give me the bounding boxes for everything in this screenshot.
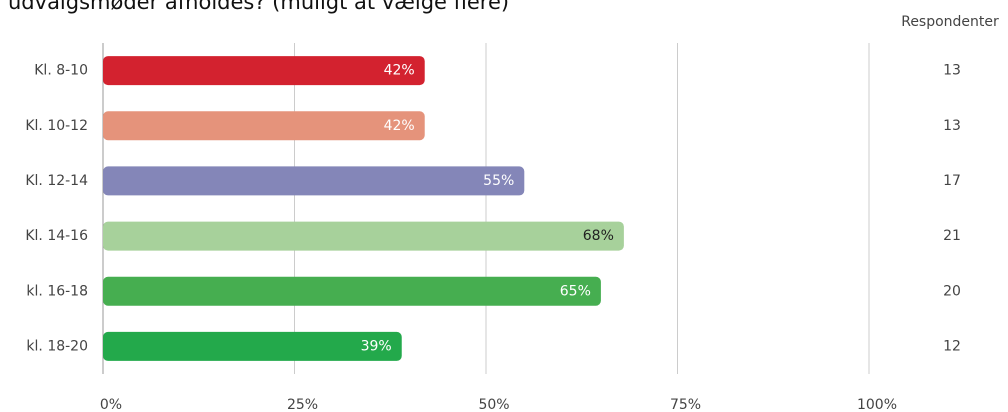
x-tick-label: 100%	[857, 397, 897, 412]
respondent-count: 17	[943, 173, 961, 189]
bar	[103, 56, 425, 86]
respondent-count: 12	[943, 338, 961, 354]
x-tick-label: 50%	[478, 397, 509, 412]
value-label: 68%	[583, 228, 614, 244]
respondent-count: 21	[943, 228, 961, 244]
value-label: 42%	[384, 63, 415, 79]
bar	[103, 276, 601, 306]
respondent-count: 13	[943, 63, 961, 79]
respondent-count: 20	[943, 283, 961, 299]
respondents-header: Respondenter	[901, 14, 999, 30]
y-tick-label: Kl. 10-12	[25, 118, 88, 134]
x-tick-label: 0%	[100, 397, 122, 412]
value-label: 55%	[483, 173, 514, 189]
value-label: 65%	[560, 283, 591, 299]
chart-title: udvalgsmøder afholdes? (muligt at vælge …	[8, 0, 509, 14]
y-tick-label: Kl. 12-14	[25, 173, 88, 189]
bar	[103, 221, 624, 251]
bar	[103, 166, 525, 196]
y-tick-label: Kl. 8-10	[34, 63, 88, 79]
bar	[103, 111, 425, 141]
value-label: 39%	[361, 338, 392, 354]
value-label: 42%	[384, 118, 415, 134]
bar	[103, 331, 402, 361]
y-tick-label: kl. 16-18	[26, 283, 88, 299]
y-tick-label: Kl. 14-16	[25, 228, 88, 244]
x-tick-label: 75%	[670, 397, 701, 412]
respondent-count: 13	[943, 118, 961, 134]
x-tick-label: 25%	[287, 397, 318, 412]
y-tick-label: kl. 18-20	[26, 338, 88, 354]
